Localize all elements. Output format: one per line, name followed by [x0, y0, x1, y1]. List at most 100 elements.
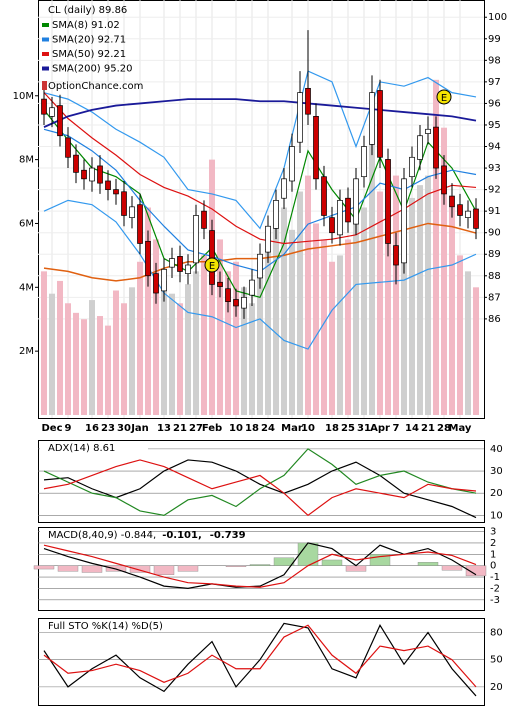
volume-bar [129, 287, 135, 415]
volume-bar [257, 261, 263, 415]
volume-bar [409, 197, 415, 415]
volume-bar [441, 127, 447, 415]
volume-bar [113, 290, 119, 415]
event-marker [204, 257, 220, 273]
main-frame [38, 0, 485, 419]
candle-body [193, 215, 199, 264]
candle-body [281, 178, 287, 199]
title-bg [40, 529, 148, 541]
legend-swatch [42, 23, 49, 27]
y-tick-label: 1 [490, 549, 496, 560]
volume-bar [41, 271, 47, 415]
candle-body [257, 253, 263, 279]
line [43, 459, 477, 517]
y-tick-label: 0 [490, 561, 496, 572]
volume-tick-label: 8M [19, 155, 34, 166]
x-tick-label: 7 [393, 423, 400, 434]
candle-body [289, 146, 295, 182]
y-tick-label: 97 [488, 77, 501, 88]
candle-body [409, 156, 415, 178]
volume-bar [97, 316, 103, 415]
event-marker [436, 89, 452, 105]
candle-body [305, 87, 311, 115]
line [43, 622, 477, 697]
volume-bar [273, 223, 279, 415]
volume-bar [353, 223, 359, 415]
legend-label: SMA(8) 91.02 [52, 20, 120, 31]
volume-bar [417, 185, 423, 415]
volume-bar [65, 303, 71, 415]
y-tick-label: 99 [488, 34, 501, 45]
candle-body [153, 273, 159, 294]
histogram-bar [129, 565, 151, 573]
volume-tick-label: 2M [19, 346, 34, 357]
volume-bar [185, 284, 191, 415]
volume-bar [161, 280, 167, 415]
line [43, 544, 477, 588]
y-tick-label: 40 [490, 444, 503, 455]
x-tick-label: 31 [357, 423, 371, 434]
y-tick-label: 89 [488, 249, 501, 260]
x-tick-label: 21 [421, 423, 435, 434]
watermark-icon [42, 81, 47, 90]
candle-body [385, 159, 391, 244]
x-tick-label: 25 [341, 423, 355, 434]
volume-bar [281, 207, 287, 415]
candle-body [265, 225, 271, 253]
legend-label: SMA(200) 95.20 [52, 64, 133, 75]
volume-bar [313, 223, 319, 415]
x-tick-label: 10 [229, 423, 243, 434]
volume-bar [177, 303, 183, 415]
volume-bar [193, 271, 199, 415]
candle-body [297, 92, 303, 143]
x-tick-label: Apr [370, 423, 390, 434]
title-bg [40, 620, 148, 632]
histogram-bar [177, 565, 199, 572]
panel-title: MACD(8,40,9) -0.844, [48, 530, 156, 541]
candle-body [57, 105, 63, 137]
volume-bar [297, 191, 303, 415]
volume-bar [73, 312, 79, 415]
candle-body [161, 268, 167, 292]
candle-body [337, 200, 343, 236]
y-tick-label: 100 [488, 12, 507, 23]
line [43, 199, 477, 350]
candle-body [217, 281, 223, 287]
candle-body [89, 167, 95, 182]
candle-body [41, 98, 47, 115]
volume-bar [401, 223, 407, 415]
candle-body [361, 146, 367, 178]
watermark: OptionChance.com [48, 81, 143, 92]
histogram-bar [273, 557, 295, 566]
candle-body [417, 135, 423, 160]
candle-body [473, 208, 479, 229]
y-tick-label: 20 [490, 488, 503, 499]
candle-body [273, 200, 279, 229]
histogram-bar [345, 565, 367, 572]
legend-swatch [42, 52, 49, 56]
volume-bar [377, 191, 383, 415]
candle-body [177, 256, 183, 272]
volume-tick-label: 6M [19, 218, 34, 229]
volume-bar [449, 207, 455, 415]
x-tick-label: 18 [325, 423, 339, 434]
volume-bar [329, 261, 335, 415]
x-tick-label: 30 [117, 423, 131, 434]
candle-body [465, 210, 471, 218]
candle-body [433, 126, 439, 169]
y-tick-label: 95 [488, 120, 501, 131]
panel-title: ADX(14) 8.61 [48, 443, 115, 454]
volume-bar [121, 303, 127, 415]
y-tick-label: 20 [490, 682, 503, 693]
candle-body [313, 116, 319, 180]
candle-body [241, 296, 247, 309]
y-tick-label: 90 [488, 228, 501, 239]
x-tick-label: 10 [301, 423, 315, 434]
candle-body [425, 128, 431, 134]
volume-bar [225, 271, 231, 415]
volume-bar [385, 159, 391, 415]
volume-bar [369, 143, 375, 415]
legend-label: SMA(50) 92.21 [52, 49, 126, 60]
candle-body [449, 195, 455, 208]
volume-bar [249, 303, 255, 415]
